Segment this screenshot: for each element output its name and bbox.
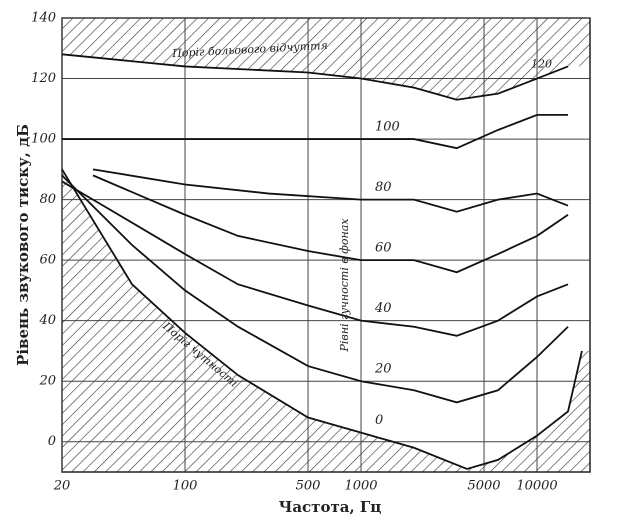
x-tick-label: 1000 — [344, 479, 377, 494]
y-tick-label: 140 — [31, 11, 56, 26]
curve-label: 40 — [374, 301, 392, 316]
y-tick-label: 80 — [39, 192, 56, 207]
x-tick-label: 100 — [173, 479, 198, 494]
loudness-curve — [92, 168, 569, 213]
x-axis-label: Частота, Гц — [279, 498, 382, 516]
hatch-region — [62, 169, 590, 473]
x-tick-label: 10000 — [516, 479, 557, 494]
x-tick-label: 20 — [53, 479, 71, 494]
annotation: Рівні гучності в фонах — [338, 218, 351, 353]
loudness-curve — [62, 113, 569, 150]
hatch-region — [62, 18, 590, 100]
curve-label: 120 — [531, 58, 552, 71]
loudness-curve — [61, 53, 569, 101]
x-tick-label: 5000 — [467, 479, 500, 494]
loudness-curve — [92, 174, 569, 274]
y-tick-label: 40 — [38, 313, 56, 328]
loudness-curve — [61, 168, 583, 470]
curve-label: 20 — [374, 362, 392, 377]
y-tick-label: 100 — [31, 132, 56, 147]
y-tick-label: 20 — [38, 374, 56, 389]
loudness-curve — [61, 174, 569, 404]
y-axis-label: Рівень звукового тиску, дБ — [14, 124, 32, 366]
y-tick-label: 0 — [48, 434, 56, 449]
y-tick-label: 60 — [39, 253, 56, 268]
curve-label: 60 — [375, 241, 392, 256]
y-tick-label: 120 — [31, 71, 56, 86]
curve-label: 0 — [375, 413, 383, 428]
x-tick-label: 500 — [296, 479, 321, 494]
loudness-curve — [61, 180, 569, 337]
curve-label: 80 — [375, 180, 392, 195]
curve-label: 100 — [375, 120, 400, 135]
